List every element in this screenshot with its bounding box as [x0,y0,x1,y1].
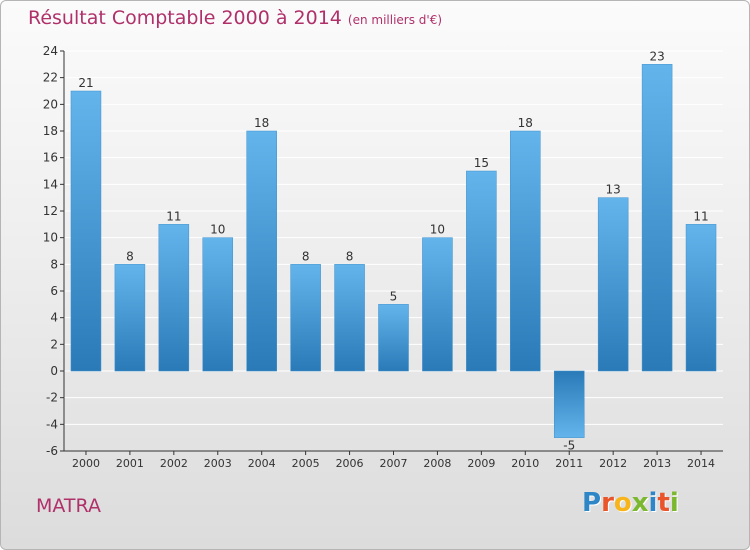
x-tick-label: 2012 [599,457,627,470]
x-tick-label: 2005 [292,457,320,470]
data-label: 15 [474,156,489,170]
logo-letter: P [582,488,602,518]
bar-2002 [158,224,190,372]
bar-2005 [290,264,321,372]
bar-2008 [422,237,453,372]
x-tick-label: 2010 [511,457,539,470]
x-tick-label: 2001 [116,457,144,470]
bar-2001 [114,264,146,372]
y-tick-label: 8 [50,257,58,271]
x-tick-label: 2000 [72,457,100,470]
proxiti-logo: Proxiti [582,488,679,518]
data-label: 5 [390,289,398,303]
axes [60,50,723,455]
bars [70,64,717,438]
chart-subtitle: (en milliers d'€) [347,13,443,27]
bar-2010 [510,130,541,372]
y-tick-label: 20 [43,97,58,111]
x-tick-label: 2006 [336,457,364,470]
y-tick-label: 16 [43,151,58,165]
data-label: 10 [210,223,225,237]
data-label: 13 [606,183,621,197]
bar-2012 [597,197,629,372]
bar-2014 [685,224,717,372]
y-tick-label: 18 [43,124,58,138]
y-tick-label: -2 [46,391,58,405]
logo-letter: t [657,488,670,518]
logo-letter: r [601,488,614,518]
x-tick-label: 2011 [555,457,583,470]
bar-2011 [553,370,585,438]
data-label: 21 [78,76,93,90]
data-label: 10 [430,223,445,237]
y-tick-label: 2 [50,337,58,351]
x-tick-label: 2013 [643,457,671,470]
x-tick-label: 2003 [204,457,232,470]
data-label: 23 [649,49,664,63]
y-tick-label: -6 [46,444,58,458]
x-tick-label: 2008 [423,457,451,470]
bar-2000 [70,90,102,372]
logo-letter: x [631,488,649,518]
chart-title: Résultat Comptable 2000 à 2014 (en millie… [28,7,442,29]
data-label: 18 [518,116,533,130]
x-tick-label: 2007 [380,457,408,470]
x-tick-label: 2009 [467,457,495,470]
y-tick-label: 24 [43,44,58,58]
y-tick-label: 10 [43,231,58,245]
data-label: 8 [302,249,310,263]
x-tick-label: 2014 [687,457,715,470]
chart-title-text: Résultat Comptable 2000 à 2014 [28,7,342,29]
y-tick-label: 14 [43,177,58,191]
bar-2003 [202,237,234,372]
data-label: -5 [563,439,575,453]
data-label: 11 [166,209,181,223]
data-label: 11 [693,209,708,223]
data-label: 18 [254,116,269,130]
logo-letter: o [613,488,632,518]
bar-2007 [378,304,409,372]
data-label: 8 [346,249,354,263]
y-tick-label: 4 [50,311,58,325]
data-label: 8 [126,249,134,263]
bar-2013 [641,64,673,372]
bar-2009 [466,170,497,372]
y-tick-label: -4 [46,417,58,431]
y-tick-label: 22 [43,71,58,85]
town-name: MATRA [36,495,101,517]
x-tick-label: 2004 [248,457,276,470]
y-tick-label: 0 [50,364,58,378]
logo-letter: i [669,488,679,518]
logo-letter: i [648,488,658,518]
bar-2004 [246,130,277,372]
y-tick-label: 6 [50,284,58,298]
labels: -6-4-20246810121416182022242120008200111… [43,44,715,470]
y-tick-label: 12 [43,204,58,218]
bar-2006 [334,264,365,372]
x-tick-label: 2002 [160,457,188,470]
